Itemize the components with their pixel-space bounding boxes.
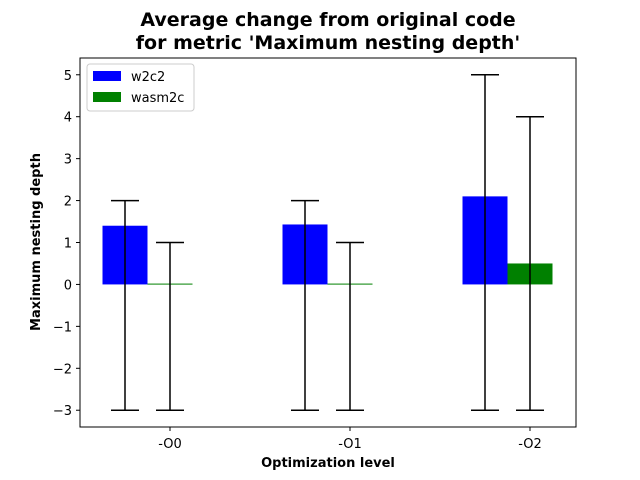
y-tick-label: 4 <box>64 111 72 126</box>
y-axis-ticks: −3 −2 −1 0 1 2 3 4 5 <box>53 69 80 419</box>
plot-frame <box>79 57 577 428</box>
error-bars <box>111 74 544 411</box>
x-axis-ticks: -O0 -O1 -O2 <box>158 427 542 452</box>
y-tick-label: 1 <box>64 237 72 252</box>
x-tick-label: -O2 <box>518 437 542 452</box>
y-tick-label: −3 <box>53 404 72 419</box>
y-tick-label: 3 <box>64 153 72 168</box>
chart-title-line1: Average change from original code <box>140 9 515 31</box>
y-tick-label: −2 <box>53 362 72 377</box>
legend: w2c2 wasm2c <box>86 63 195 112</box>
legend-label-w2c2: w2c2 <box>131 70 165 85</box>
legend-swatch-wasm2c <box>93 92 121 102</box>
y-axis-label: Maximum nesting depth <box>29 153 44 331</box>
y-tick-label: 0 <box>64 278 72 293</box>
y-tick-label: 5 <box>64 69 72 84</box>
y-tick-label: 2 <box>64 195 72 210</box>
x-tick-label: -O0 <box>158 437 182 452</box>
x-tick-label: -O1 <box>338 437 362 452</box>
legend-swatch-w2c2 <box>93 71 121 81</box>
chart-title-line2: for metric 'Maximum nesting depth' <box>136 32 520 54</box>
y-tick-label: −1 <box>53 320 72 335</box>
legend-label-wasm2c: wasm2c <box>131 91 184 106</box>
x-axis-label: Optimization level <box>261 456 395 471</box>
